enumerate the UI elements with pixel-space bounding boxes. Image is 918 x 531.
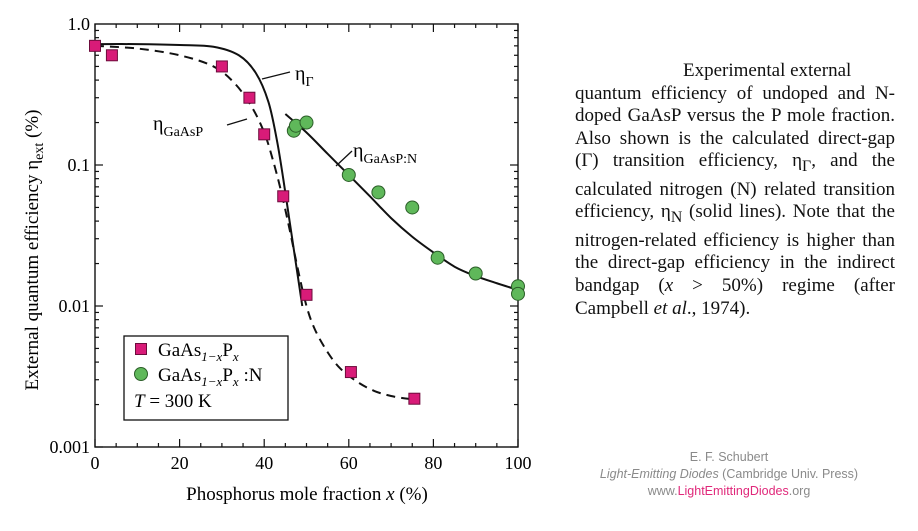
y-tick-label: 0.1 [68,155,91,175]
data-point-square [408,392,421,405]
curve-label-gaaspn: ηGaAsP:N [335,140,417,167]
efficiency-chart: 0 20 40 60 80 100 0.001 0.01 0.1 1.0 ηΓ ηGaAsP ηG… [22,14,532,505]
data-point-square [89,39,101,52]
x-tick-label: 80 [424,453,442,473]
data-point-square [215,60,228,73]
legend-label-gaaspn: GaAs1−xPx :N [158,365,263,389]
figure-caption: Experimental external quantum efficiency … [575,60,895,319]
data-point-circle [511,286,525,301]
svg-text:ηGaAsP:N: ηGaAsP:N [353,140,417,167]
x-tick-label: 0 [91,453,100,473]
y-tick-label: 0.001 [50,437,91,457]
x-tick-label: 100 [505,453,532,473]
data-point-circle [299,115,314,130]
credit-author: E. F. Schubert [689,450,769,464]
credit-book: Light-Emitting Diodes (Cambridge Univ. P… [599,467,859,481]
y-tick-label: 0.01 [59,296,91,316]
data-point-square [258,128,271,141]
tick-labels: 0 20 40 60 80 100 0.001 0.01 0.1 1.0 [50,14,532,473]
svg-text:ηΓ: ηΓ [295,63,314,90]
axis-ticks [94,24,519,448]
data-point-square [277,190,290,203]
x-tick-label: 60 [340,453,358,473]
y-tick-label: 1.0 [68,14,91,34]
data-point-circle [430,250,445,265]
legend: GaAs1−xPx GaAs1−xPx :N T = 300 K [123,335,289,421]
y-axis-title: External quantum efficiency ηext (%) [22,110,47,391]
data-point-circle [468,266,483,281]
x-tick-label: 20 [171,453,189,473]
curve-gamma [94,43,304,307]
svg-text:ηGaAsP: ηGaAsP [153,113,203,140]
data-point-square [105,49,118,62]
curve-label-gamma: ηΓ [261,63,314,90]
caption-line-1: Experimental external [683,60,852,81]
legend-label-gaasp: GaAs1−xPx [158,340,239,364]
caption-text: quantum efficiency of undoped and N-dope… [575,82,895,172]
legend-temperature: T = 300 K [134,391,212,412]
data-point-square [300,288,313,301]
data-point-square [243,91,256,104]
data-point-square [344,366,357,379]
curve-gaasp [94,44,417,400]
data-point-circle [405,200,420,215]
legend-marker-square [135,343,147,355]
data-point-circle [341,167,356,182]
credit-url[interactable]: www.LightEmittingDiodes.org [647,484,811,498]
x-tick-label: 40 [255,453,273,473]
x-axis-title: Phosphorus mole fraction x (%) [186,484,428,505]
data-points [89,39,525,405]
curve-gaaspn [284,113,519,291]
legend-marker-circle [134,367,148,381]
book-credit: E. F. Schubert Light-Emitting Diodes (Ca… [562,449,896,500]
data-point-circle [371,185,386,200]
curve-label-gaasp: ηGaAsP [153,113,248,140]
